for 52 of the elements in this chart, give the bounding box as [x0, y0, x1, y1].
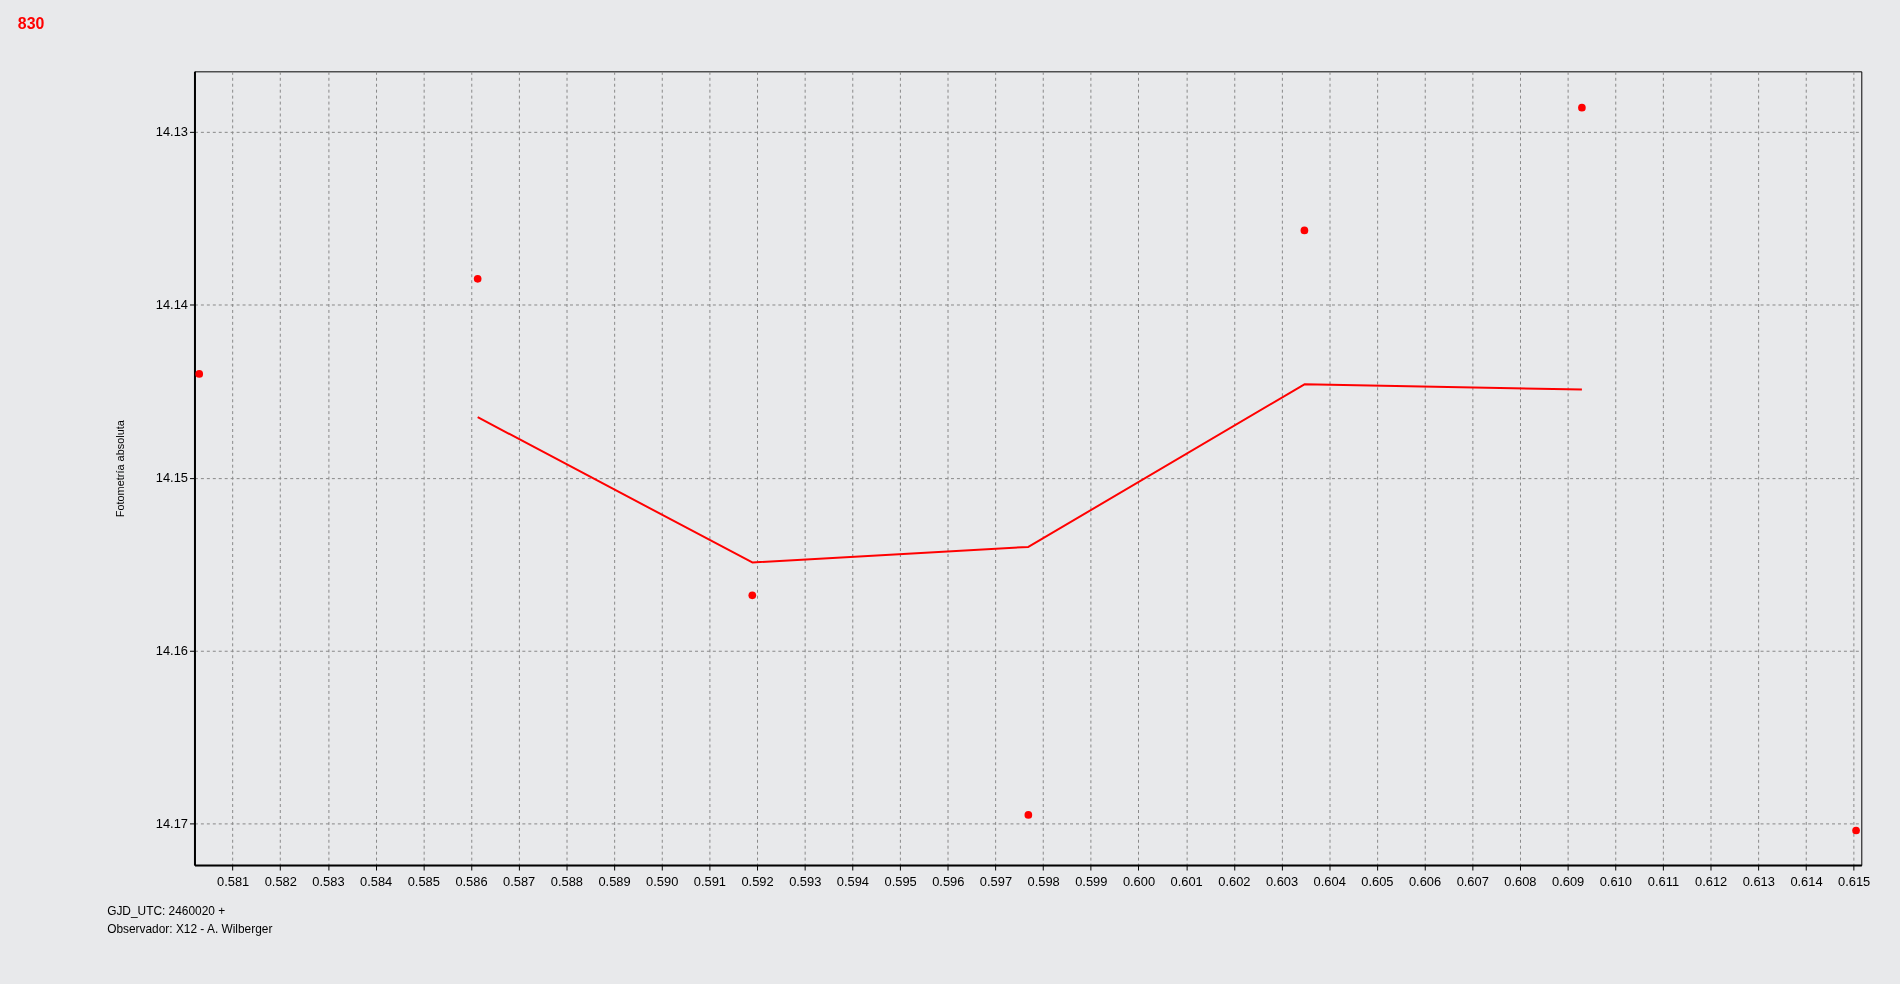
x-tick-label: 0.606: [1408, 874, 1442, 890]
x-tick-label: 0.608: [1504, 874, 1537, 890]
text: Observador: X12 - A. Wilberger: [107, 921, 273, 936]
x-tick-label: 0.613: [1742, 874, 1775, 890]
point: [1024, 811, 1033, 819]
x-tick-label: 0.592: [741, 874, 774, 890]
x-tick-label: 0.600: [1122, 874, 1156, 890]
y-tick-label: 14.15: [155, 470, 189, 486]
x-tick-label: 0.604: [1313, 874, 1346, 890]
line-series: [476, 383, 1583, 564]
y-axis-title: Fotometría absoluta: [113, 419, 126, 518]
text: 830: [17, 14, 45, 32]
x-tick-label: 0.587: [503, 874, 536, 890]
x-tick-label: 0.596: [932, 874, 965, 890]
y-tick-label: 14.14: [155, 297, 189, 313]
x-tick-label: 0.603: [1265, 874, 1299, 890]
y-tick-label: 14.13: [155, 124, 189, 140]
x-tick-label: 0.583: [312, 874, 345, 890]
x-tick-label: 0.585: [407, 874, 440, 890]
x-tick-label: 0.590: [646, 874, 679, 890]
x-tick-label: 0.611: [1647, 874, 1680, 890]
x-tick-label: 0.607: [1456, 874, 1489, 890]
point: [473, 275, 482, 283]
x-tick-label: 0.589: [598, 874, 631, 890]
x-tick-label: 0.605: [1361, 874, 1394, 890]
point: [748, 591, 757, 600]
x-tick-label: 0.599: [1075, 874, 1108, 890]
x-tick-label: 0.615: [1838, 874, 1871, 890]
point: [195, 370, 204, 378]
y-tick-label: 14.17: [155, 816, 189, 832]
point: [1300, 226, 1309, 235]
x-tick-label: 0.595: [884, 874, 917, 890]
x-tick-label: 0.591: [693, 874, 727, 890]
x-tick-label: 0.601: [1170, 874, 1203, 890]
x-tick-label: 0.609: [1551, 874, 1585, 890]
x-tick-label: 0.581: [216, 874, 250, 890]
x-tick-label: 0.588: [550, 874, 583, 890]
x-tick-label: 0.593: [789, 874, 822, 890]
x-tick-label: 0.614: [1790, 874, 1823, 890]
x-tick-label: 0.584: [360, 874, 393, 890]
point: [1852, 826, 1860, 835]
x-tick-label: 0.582: [264, 874, 297, 890]
x-tick-label: 0.597: [979, 874, 1013, 890]
x-tick-label: 0.612: [1695, 874, 1728, 890]
x-tick-label: 0.602: [1218, 874, 1251, 890]
y-tick-label: 14.16: [155, 643, 189, 659]
point: [1578, 103, 1586, 112]
x-tick-label: 0.586: [455, 874, 488, 890]
x-tick-label: 0.594: [836, 874, 870, 890]
text: GJD_UTC: 2460020 +: [107, 903, 226, 918]
x-tick-label: 0.610: [1599, 874, 1632, 890]
x-tick-label: 0.598: [1027, 874, 1060, 890]
